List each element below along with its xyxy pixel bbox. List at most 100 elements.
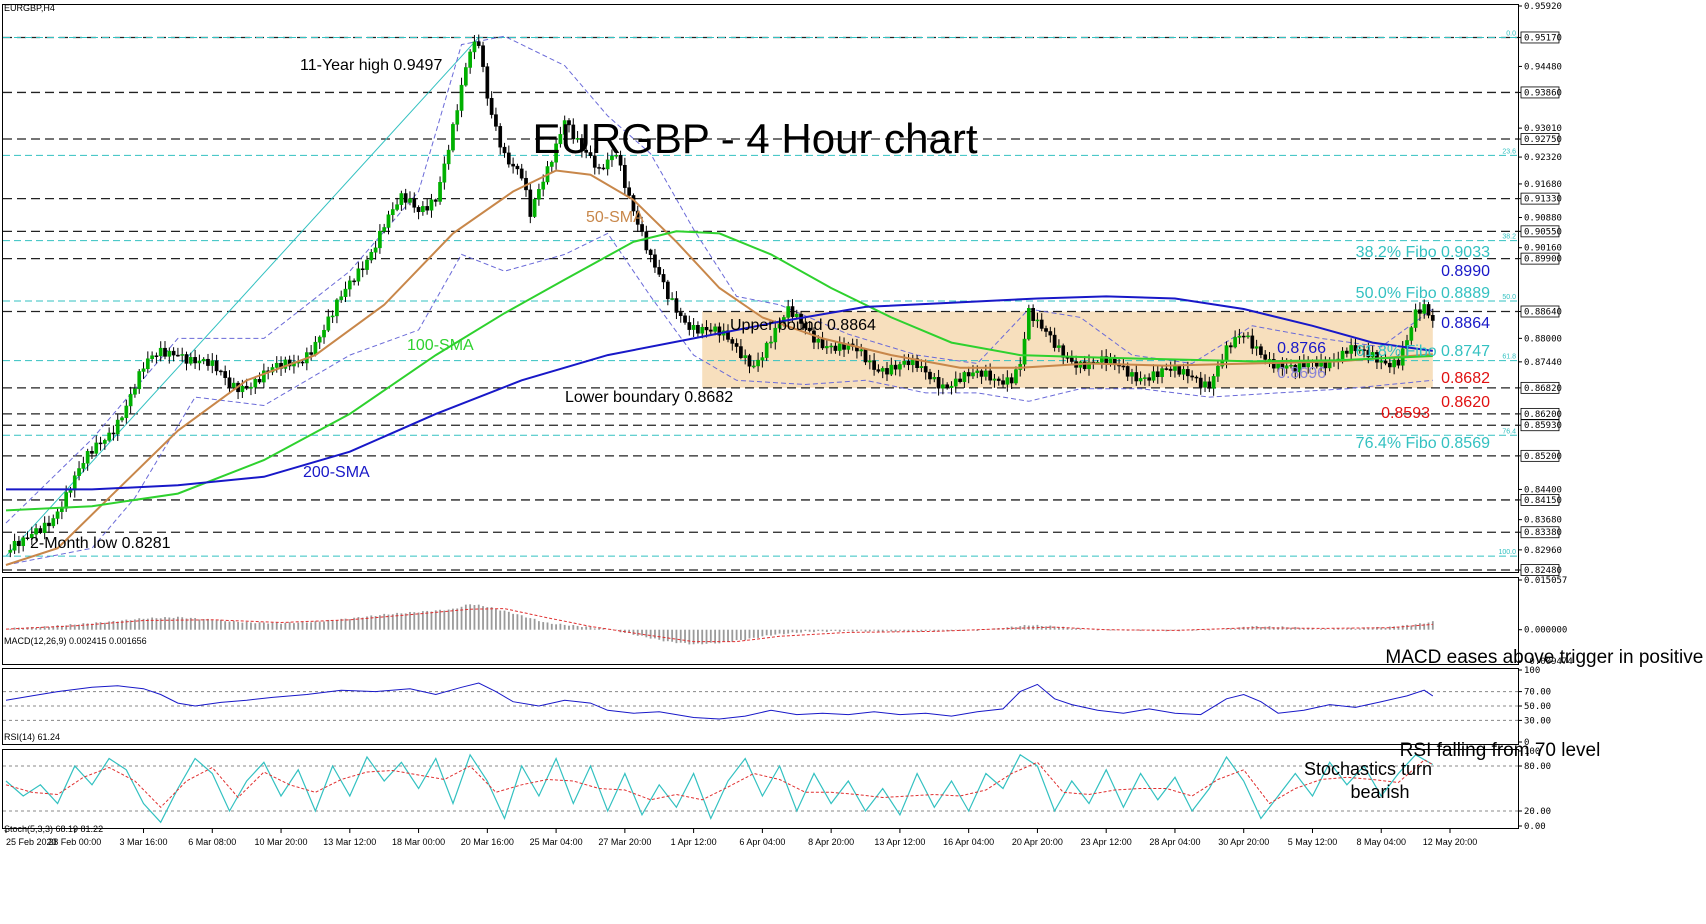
x-axis-label: 20 Mar 16:00 [461,837,514,847]
candlestick [734,343,739,347]
candlestick [506,152,511,165]
candlestick [1370,352,1375,358]
candlestick [339,296,344,301]
candlestick [1087,361,1091,370]
candlestick [1100,356,1104,363]
stochastic-axis-label: 80.00 [1524,762,1551,772]
candlestick [1422,304,1427,314]
candlestick [90,450,94,454]
candlestick [515,165,520,170]
candlestick [1237,335,1242,338]
candlestick [201,358,206,362]
rsi-axis-label: 50.00 [1524,702,1551,712]
price-axis-label: 0.90880 [1524,214,1562,224]
candlestick [1009,377,1014,384]
candlestick [696,325,700,334]
x-axis-label: 27 Mar 20:00 [598,837,651,847]
candlestick [601,167,606,170]
candlestick [120,417,124,421]
candlestick [1211,376,1216,389]
candlestick [562,120,567,135]
candlestick [558,134,563,145]
candlestick [1022,338,1027,365]
candlestick [21,537,26,547]
candlestick [532,199,537,217]
price-level-box [1520,526,1560,539]
candlestick [803,323,808,329]
candlestick [820,338,825,349]
candlestick [42,522,47,533]
candlestick [902,360,907,365]
annotation-label: Upper bound 0.8864 [730,317,876,334]
candlestick [751,365,756,368]
candlestick [1181,369,1186,375]
candlestick [1203,381,1207,388]
stochastic-note: bearish [1350,782,1409,802]
candlestick [1413,309,1418,328]
stochastic-axis-label: 20.00 [1524,807,1551,817]
x-axis-label: 6 Mar 08:00 [188,837,236,847]
x-axis-label: 5 May 12:00 [1288,837,1338,847]
candlestick [459,84,464,111]
macd-axis-label: -0.009474 [1524,657,1573,667]
candlestick [124,405,129,418]
candlestick [1216,365,1220,377]
candlestick [1224,345,1229,362]
candlestick [421,206,425,213]
candlestick [747,355,752,367]
price-axis-label: 0.92750 [1524,135,1562,145]
x-axis-label: 1 Apr 12:00 [671,837,717,847]
macd-signal-line [5,608,1433,643]
candlestick [489,98,494,115]
price-axis-label: 0.82480 [1524,566,1562,576]
candlestick [34,528,38,535]
candlestick [188,357,193,364]
candlestick [953,378,958,387]
annotation-label: 200-SMA [303,464,370,481]
candlestick [635,210,640,225]
candlestick [463,67,468,86]
price-level-box [1520,225,1560,238]
candlestick [1069,357,1074,362]
candlestick [1418,309,1422,314]
annotation-label: Lower boundary 0.8682 [565,389,733,406]
candlestick [193,357,197,364]
candlestick [468,51,472,68]
candlestick [644,231,649,251]
x-axis-label: 18 Mar 00:00 [392,837,445,847]
candlestick [1134,372,1139,382]
candlestick [1164,368,1169,370]
candlestick [713,326,717,332]
candlestick [519,168,524,179]
candlestick [1259,346,1263,355]
candlestick [580,138,584,151]
candlestick [330,315,335,318]
candlestick [399,193,404,205]
x-axis-label: 8 Apr 20:00 [808,837,854,847]
annotation-label: 100-SMA [407,337,474,354]
candlestick [661,274,666,283]
price-level-box [1520,133,1560,145]
candlestick [717,326,722,336]
candlestick [1014,369,1018,384]
candlestick [145,358,150,370]
candlestick [141,368,146,372]
candlestick [227,377,232,388]
candlestick [794,313,799,317]
stochastic-k-line [5,753,1434,824]
candlestick [1155,371,1160,377]
candlestick [102,440,107,444]
candlestick [313,341,318,355]
stochastic-axis-label: 100 [1524,747,1540,757]
candlestick [137,371,142,390]
stochastic-note: Stochastics turn [1304,759,1432,779]
candlestick [567,120,571,126]
candlestick [8,549,13,553]
candlestick [623,164,627,188]
candlestick [433,199,438,202]
candlestick [958,378,962,382]
candlestick [378,230,382,249]
candlestick [180,354,185,356]
candlestick [1177,365,1182,375]
